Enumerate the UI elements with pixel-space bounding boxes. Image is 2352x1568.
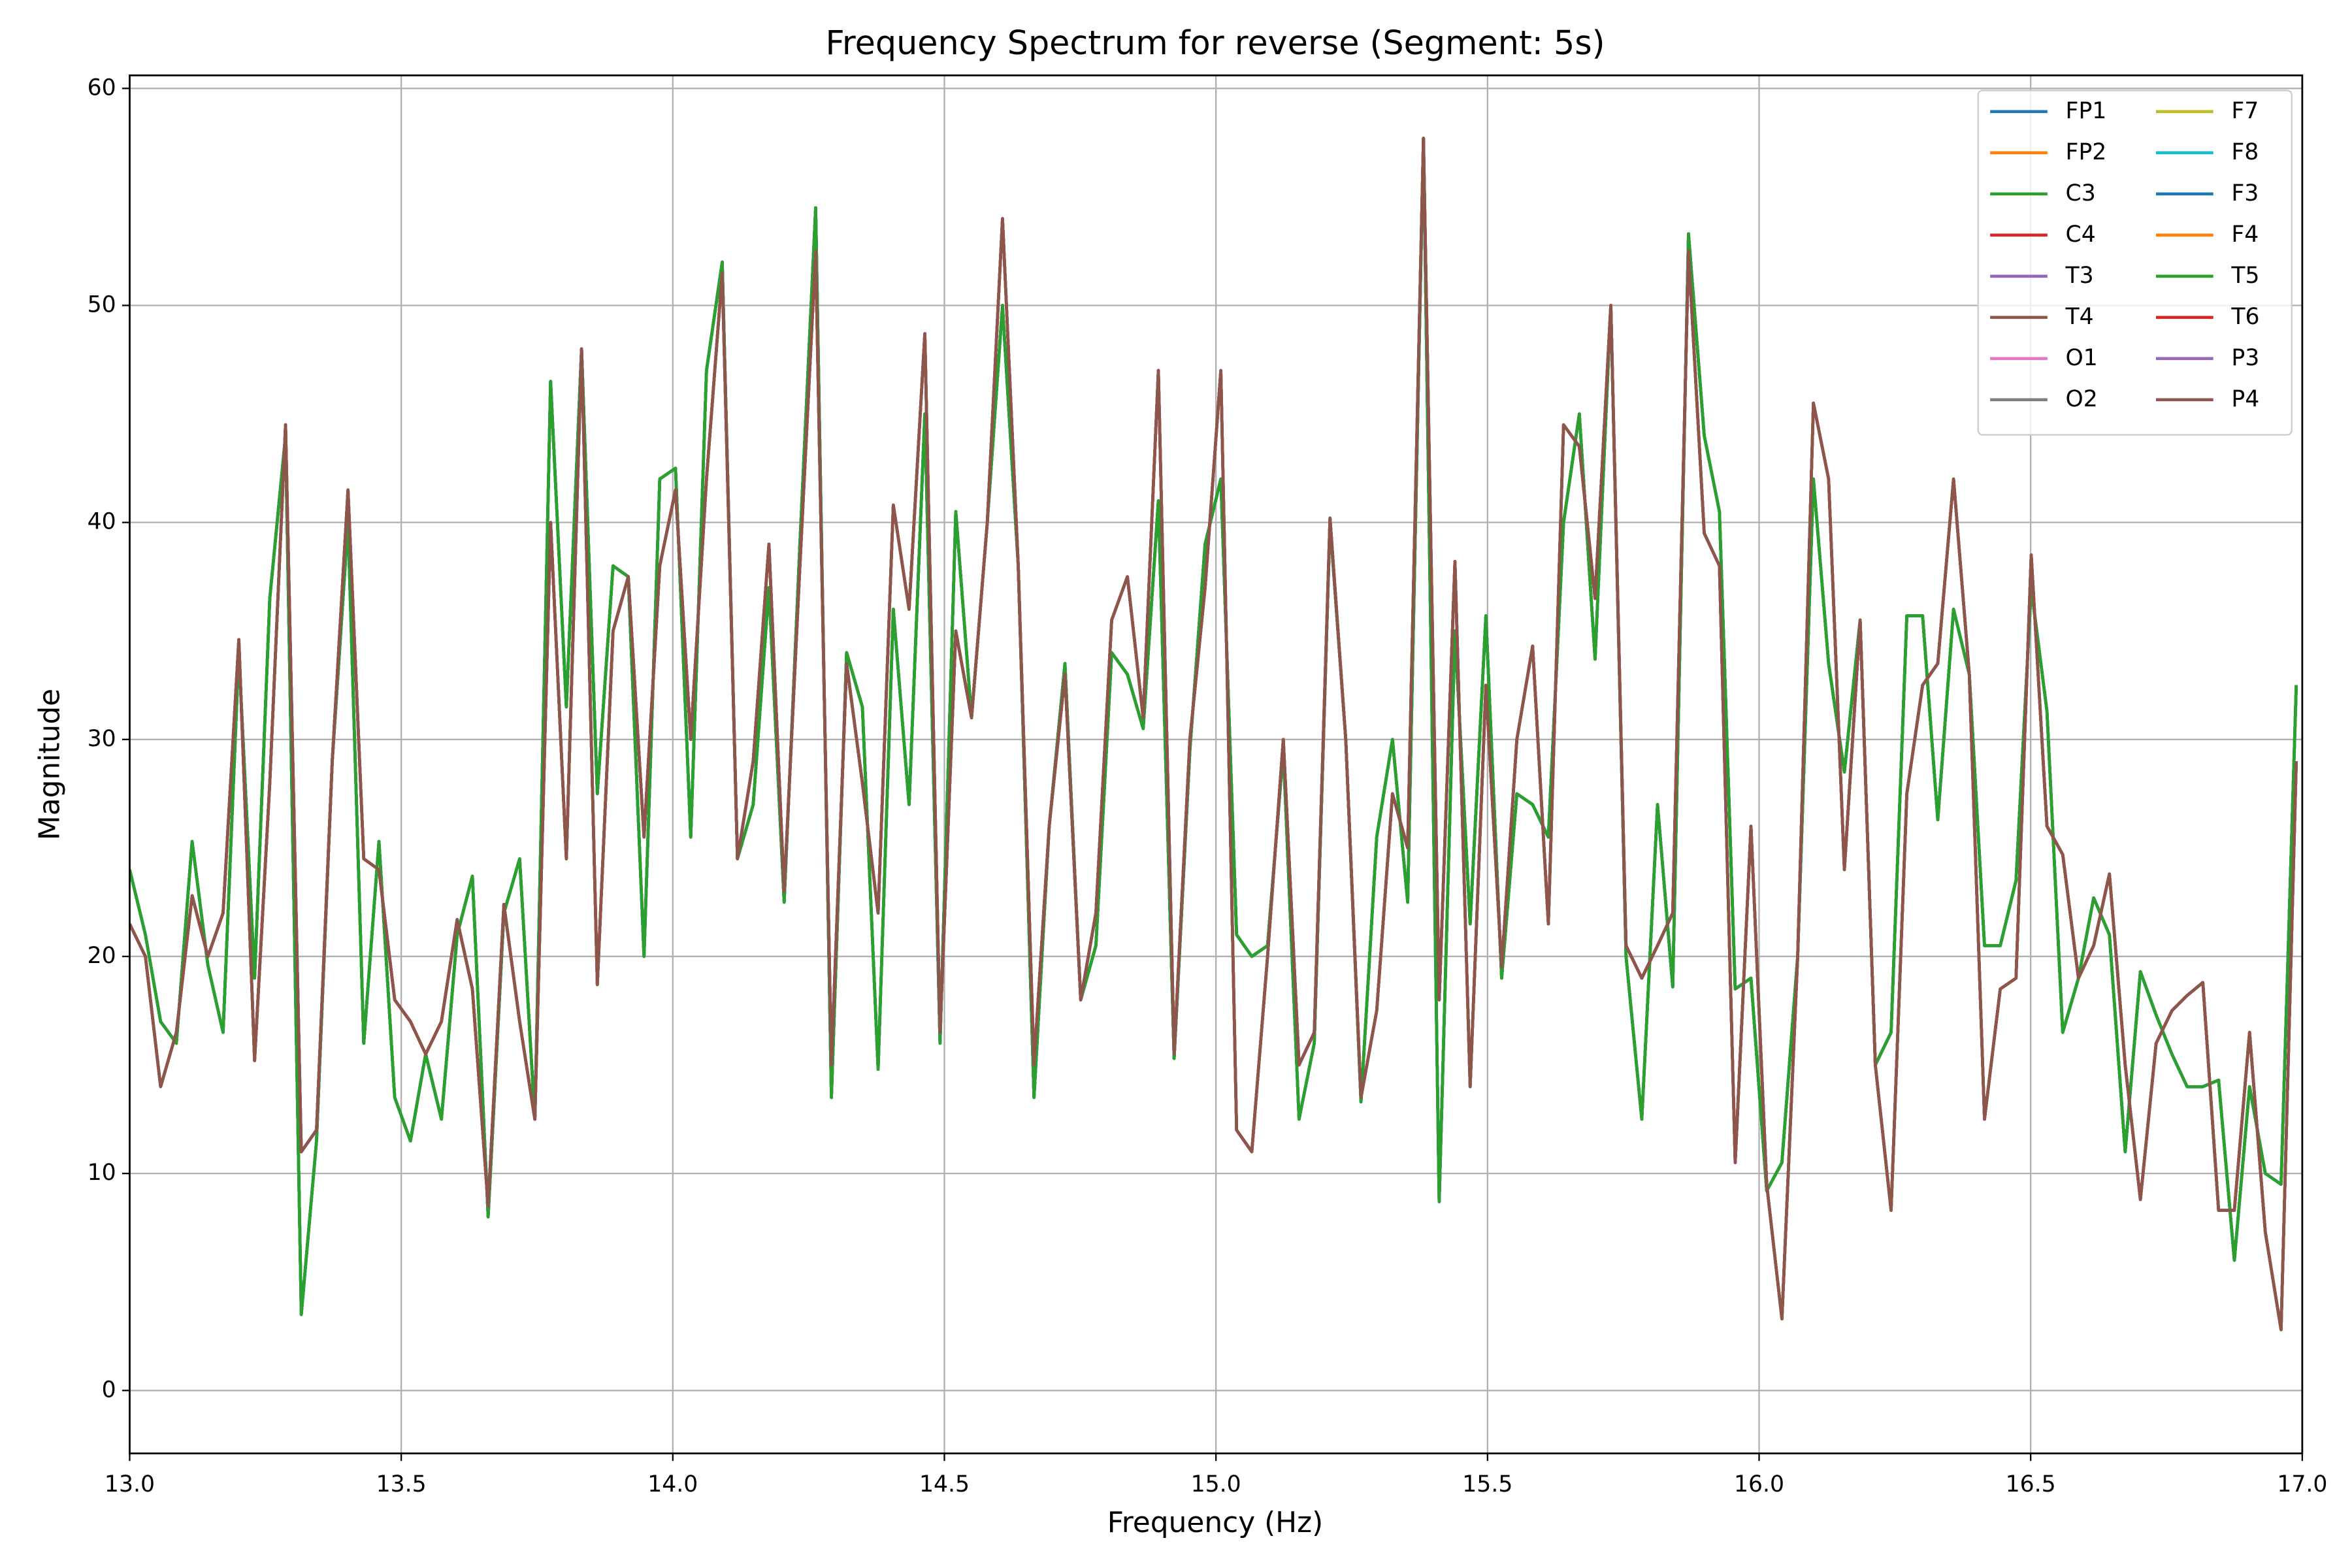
legend-label: T5: [2230, 263, 2259, 289]
chart-title: Frequency Spectrum for reverse (Segment:…: [825, 24, 1605, 62]
y-tick-label: 60: [88, 74, 116, 101]
axes: 13.0 13.5 14.0 14.5 15.0 15.5 16.0 16.5 17.0 0 10 2…: [88, 74, 2328, 1497]
legend-label: O1: [2066, 345, 2098, 371]
y-tick-label: 40: [88, 509, 116, 535]
legend-label: P4: [2231, 386, 2259, 412]
legend-label: F8: [2231, 139, 2259, 165]
legend-label: T4: [2065, 304, 2094, 330]
x-tick-label: 15.0: [1191, 1471, 1241, 1497]
legend-label: F4: [2231, 221, 2259, 248]
legend: FP1 FP2 C3 C4 T3 T4 O1 O2 F7 F8 F3 F4 T5 T6 P3 P4: [1977, 90, 2293, 436]
legend-label: O2: [2066, 386, 2098, 412]
x-tick-label: 16.5: [2006, 1471, 2056, 1497]
legend-label: P3: [2231, 345, 2259, 371]
y-tick-label: 30: [88, 726, 116, 752]
legend-label: F7: [2231, 98, 2259, 124]
y-tick-label: 0: [102, 1377, 116, 1403]
legend-label: C3: [2066, 180, 2096, 206]
y-tick-label: 20: [88, 943, 116, 969]
y-tick-label: 50: [88, 291, 116, 318]
x-tick-label: 13.0: [105, 1471, 155, 1497]
x-tick-label: 17.0: [2277, 1471, 2327, 1497]
series-line: [129, 137, 2298, 1331]
plot-lines: [129, 137, 2298, 1331]
y-tick-label: 10: [88, 1160, 116, 1186]
legend-label: T3: [2065, 263, 2094, 289]
legend-box: [1977, 90, 2293, 436]
y-axis-label: Magnitude: [33, 689, 66, 840]
x-axis-label: Frequency (Hz): [1107, 1506, 1324, 1539]
x-tick-label: 16.0: [1734, 1471, 1784, 1497]
x-tick-label: 13.5: [376, 1471, 427, 1497]
legend-label: C4: [2066, 221, 2096, 248]
x-tick-label: 14.5: [919, 1471, 970, 1497]
legend-label: F3: [2231, 180, 2259, 206]
x-tick-label: 14.0: [647, 1471, 698, 1497]
legend-label: FP2: [2066, 139, 2107, 165]
legend-label: FP1: [2066, 98, 2107, 124]
legend-label: T6: [2230, 304, 2259, 330]
x-tick-label: 15.5: [1462, 1471, 1512, 1497]
